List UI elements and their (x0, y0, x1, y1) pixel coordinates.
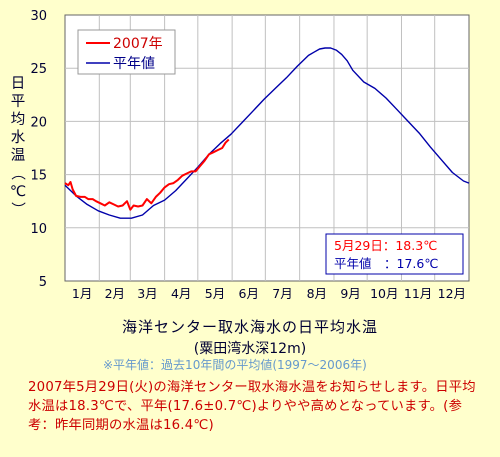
y-axis-label-char: ） (9, 202, 26, 217)
y-axis-label-char: 均 (11, 111, 26, 128)
legend-label-normal: 平年値 (113, 56, 155, 72)
series-2007-line (64, 138, 230, 211)
legend-label-2007: 2007年 (113, 36, 163, 52)
grid-lines (65, 15, 469, 281)
x-tick-label: 1月 (72, 286, 92, 301)
x-tick-label: 3月 (137, 286, 157, 301)
y-tick-label: 20 (30, 115, 47, 130)
x-tick-label: 6月 (239, 286, 259, 301)
y-tick-label: 25 (30, 62, 47, 77)
x-tick-label: 4月 (171, 286, 191, 301)
series-normal-line (64, 47, 470, 219)
chart-title: 海洋センター取水海水の日平均水温 (121, 318, 378, 336)
x-tick-label: 12月 (438, 286, 466, 301)
legend-box (77, 29, 176, 75)
y-axis-label-char: （ (9, 166, 26, 181)
annotation-line-today: 5月29日：18.3℃ (334, 238, 437, 253)
y-axis-label-char: 温 (11, 147, 26, 164)
y-axis-label-char: 平 (11, 94, 26, 110)
x-tick-label: 8月 (307, 286, 327, 301)
y-tick-label: 5 (39, 275, 47, 290)
series-lines (64, 47, 470, 219)
y-tick-label: 10 (30, 222, 47, 237)
y-tick-label: 30 (30, 9, 47, 24)
annotation-line-normal: 平年値 ：17.6℃ (334, 256, 438, 271)
y-axis-label-char: 日 (11, 76, 26, 92)
announcement-text: 2007年5月29日(火)の海洋センター取水海水温をお知らせします。日平均水温は… (28, 380, 476, 433)
x-tick-label: 5月 (205, 286, 225, 301)
x-tick-label: 11月 (404, 286, 432, 301)
x-tick-label: 2月 (105, 286, 125, 301)
x-tick-labels: 1月 2月 3月 4月 5月 6月 7月 8月 9月 10月 11月 12月 (72, 286, 466, 301)
x-tick-label: 9月 (340, 286, 360, 301)
y-tick-label: 15 (30, 169, 47, 184)
normal-value-note: ※平年値：過去10年間の平均値(1997～2006年) (103, 358, 367, 372)
y-axis-label-char: ℃ (10, 184, 26, 200)
x-tick-label: 10月 (370, 286, 398, 301)
chart-subtitle: (粟田湾水深12m) (193, 341, 307, 357)
value-annotation-box: 5月29日：18.3℃ 平年値 ：17.6℃ (325, 233, 464, 275)
annotation-frame (325, 233, 464, 275)
x-tick-label: 7月 (272, 286, 292, 301)
y-axis-label: 日平均水温 （ ℃ ） (9, 76, 26, 216)
y-axis-label-char: 水 (11, 129, 26, 146)
y-tick-labels: 5 10 15 20 25 30 (30, 9, 47, 290)
legend: 2007年 平年値 (77, 29, 176, 75)
